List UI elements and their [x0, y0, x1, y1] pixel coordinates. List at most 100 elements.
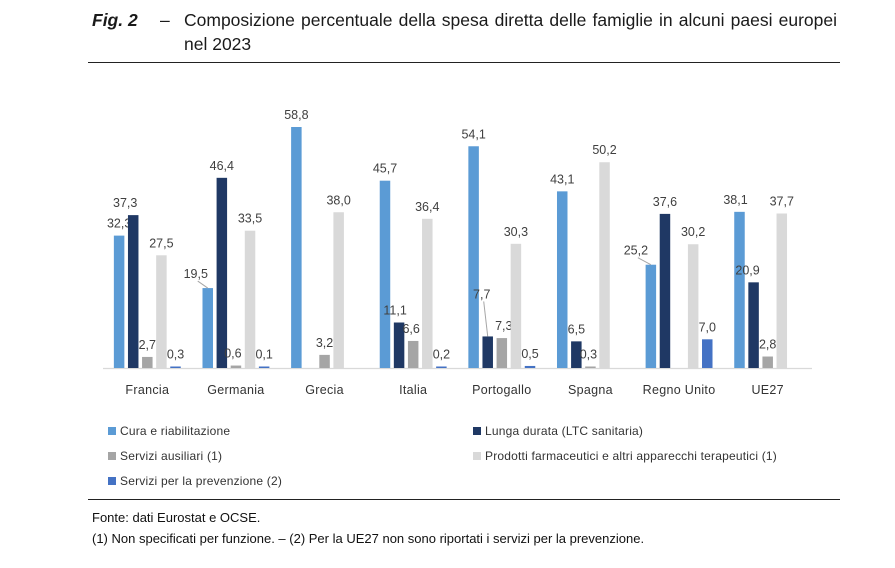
legend-item-servizi-ausiliari: Servizi ausiliari (1) — [108, 449, 222, 463]
data-label: 45,7 — [373, 162, 397, 176]
bar — [230, 365, 242, 368]
legend-item-lunga-durata: Lunga durata (LTC sanitaria) — [473, 424, 643, 438]
data-label: 33,5 — [238, 212, 262, 226]
legend-swatch-icon — [473, 452, 481, 460]
bar — [687, 244, 699, 368]
bar — [510, 243, 522, 368]
data-label: 0,3 — [580, 348, 597, 362]
bar — [113, 235, 125, 368]
data-label: 37,7 — [770, 194, 794, 208]
legend-item-cura: Cura e riabilitazione — [108, 424, 230, 438]
data-label: 3,2 — [316, 336, 333, 350]
x-tick-label: Italia — [399, 383, 427, 397]
data-label: 11,1 — [383, 304, 406, 318]
bar — [468, 146, 479, 368]
legend-label: Prodotti farmaceutici e altri apparecchi… — [485, 449, 777, 463]
data-label: 30,3 — [504, 225, 528, 239]
x-tick-label: Spagna — [568, 383, 613, 397]
data-label: 46,4 — [210, 159, 234, 173]
x-tick-label: UE27 — [751, 383, 783, 397]
bar — [571, 341, 582, 368]
data-label: 7,0 — [699, 320, 716, 334]
legend-label: Servizi ausiliari (1) — [120, 449, 223, 463]
x-tick-label: Francia — [125, 383, 169, 397]
data-label: 37,3 — [113, 196, 137, 210]
data-label: 27,5 — [149, 236, 173, 250]
data-label: 43,1 — [550, 172, 574, 186]
bar — [762, 356, 773, 368]
legend-swatch-icon — [108, 477, 116, 485]
bar — [258, 366, 270, 368]
bar — [482, 336, 493, 368]
leader-line — [483, 301, 489, 337]
legend-label: Cura e riabilitazione — [120, 424, 231, 438]
data-label: 7,3 — [495, 319, 512, 333]
bar — [645, 264, 657, 368]
footer-source: Fonte: dati Eurostat e OCSE. — [92, 510, 261, 525]
bar — [585, 366, 596, 368]
x-tick-label: Grecia — [305, 383, 344, 397]
bar — [407, 340, 419, 368]
bar — [393, 322, 405, 368]
data-label: 6,6 — [402, 322, 419, 336]
legend-swatch-icon — [108, 452, 116, 460]
figure-title: Composizione percentuale della spesa dir… — [184, 10, 837, 54]
bar — [127, 215, 139, 368]
top-rule — [88, 62, 840, 63]
bar — [216, 177, 228, 368]
bar — [702, 339, 713, 368]
bar — [333, 212, 344, 368]
data-label: 25,2 — [624, 244, 648, 258]
data-label: 38,0 — [326, 193, 350, 207]
legend-item-prodotti-farmaceutici: Prodotti farmaceutici e altri apparecchi… — [473, 449, 777, 463]
legend-label: Lunga durata (LTC sanitaria) — [485, 424, 644, 438]
bar — [379, 180, 391, 368]
bar-chart: 32,3 37,3 2,7 27,5 0,3 Francia 19,5 46,4 0,6 33,5… — [103, 108, 812, 397]
data-label: 20,9 — [735, 263, 759, 277]
data-label: 38,1 — [723, 193, 747, 207]
bar — [496, 338, 508, 368]
legend-swatch-icon — [473, 427, 481, 435]
data-label: 2,8 — [759, 338, 776, 352]
bar — [244, 230, 256, 368]
bar — [202, 288, 213, 368]
data-label: 6,5 — [568, 322, 585, 336]
legend-item-prevenzione: Servizi per la prevenzione (2) — [108, 474, 282, 488]
data-label: 0,6 — [224, 347, 241, 361]
data-label: 58,8 — [284, 108, 308, 122]
bar — [599, 162, 610, 368]
bar — [170, 366, 181, 368]
data-label: 19,5 — [184, 267, 208, 281]
legend-swatch-icon — [108, 427, 116, 435]
data-label: 54,1 — [461, 127, 485, 141]
data-label: 0,2 — [433, 348, 450, 362]
bar — [734, 211, 745, 368]
figure-label: Fig. 2 — [92, 10, 138, 30]
figure-dash: – — [160, 10, 170, 30]
legend-label: Servizi per la prevenzione (2) — [120, 474, 283, 488]
x-tick-label: Germania — [207, 383, 264, 397]
bottom-rule — [88, 499, 840, 500]
data-label: 50,2 — [592, 143, 616, 157]
leader-line — [197, 280, 209, 289]
data-label: 2,7 — [139, 338, 156, 352]
data-label: 0,5 — [521, 347, 538, 361]
bar — [156, 255, 167, 368]
data-label: 32,3 — [107, 217, 131, 231]
bar — [319, 354, 330, 368]
footer-notes: (1) Non specificati per funzione. – (2) … — [92, 531, 645, 546]
data-label: 30,2 — [681, 225, 705, 239]
bar — [659, 213, 671, 368]
data-label: 0,1 — [255, 348, 272, 362]
bar — [436, 366, 447, 368]
bar — [422, 218, 433, 368]
data-label: 7,7 — [473, 287, 490, 301]
bar — [776, 213, 788, 368]
data-label: 37,6 — [653, 195, 677, 209]
data-label: 0,3 — [167, 348, 184, 362]
x-tick-label: Regno Unito — [643, 383, 716, 397]
data-label: 36,4 — [415, 200, 439, 214]
bar — [556, 191, 568, 368]
bar — [142, 356, 153, 368]
bar — [524, 365, 536, 368]
